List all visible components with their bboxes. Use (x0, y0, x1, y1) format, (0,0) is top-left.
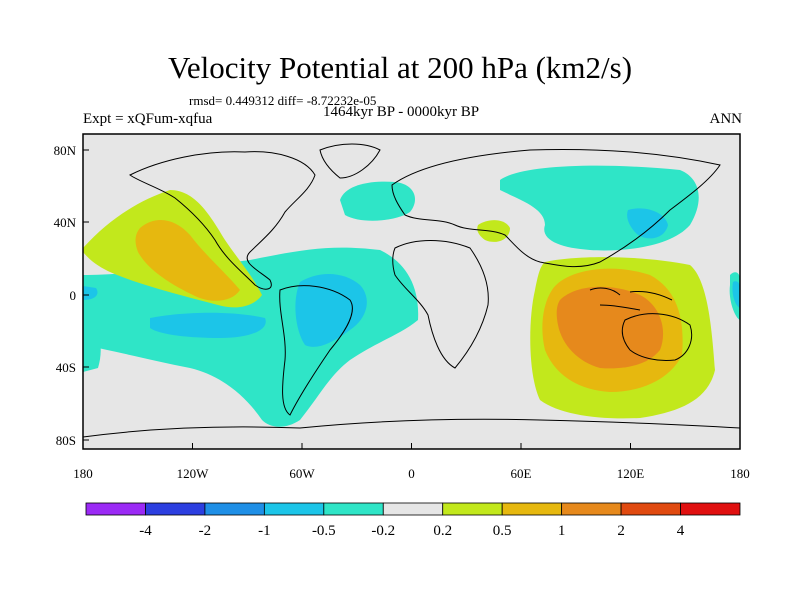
contour-strong-negative-west-edge (83, 286, 98, 300)
colorbar-swatch (323, 502, 384, 516)
contour-dark-orange-warm-pool (556, 286, 664, 369)
colorbar-swatch (263, 502, 325, 516)
rmsd-diff-label: rmsd= 0.449312 diff= -8.72232e-05 (189, 93, 377, 108)
coastline-south-america (279, 285, 353, 416)
colorbar-swatch (561, 502, 622, 516)
contour-strong-negative-south-america (295, 274, 367, 347)
lon-tick-label: 60W (289, 466, 315, 481)
experiment-label: Expt = xQFum-xqfua (83, 111, 213, 127)
contour-negative-atlantic-north (340, 181, 415, 221)
lon-tick-marks (82, 443, 741, 449)
colorbar-swatch (145, 502, 206, 516)
contour-strong-negative-east-edge (732, 281, 740, 308)
lon-tick-label: 120W (177, 466, 210, 481)
colorbar-label: -1 (258, 523, 271, 539)
colorbar-label: 1 (558, 523, 566, 539)
lon-tick-label: 120E (617, 466, 645, 481)
lat-tick-label: 40S (56, 360, 76, 375)
lon-tick-label: 180 (73, 466, 93, 481)
coastline-australia (621, 313, 693, 361)
lat-tick-label: 40N (54, 215, 77, 230)
colorbar-label: -2 (199, 523, 212, 539)
colorbar-swatch (204, 502, 265, 516)
coastline-greenland (319, 143, 381, 179)
contour-negative-west-edge (83, 310, 101, 372)
contour-strong-negative-east-pacific (150, 312, 266, 338)
lon-tick-label: 180 (730, 466, 750, 481)
lat-tick-label: 80S (56, 433, 76, 448)
coastlines (83, 143, 740, 438)
coastline-maritime-continent (589, 287, 673, 311)
coastline-antarctica (83, 418, 740, 438)
colorbar-label: -0.2 (371, 523, 395, 539)
contour-strong-negative-japan (627, 208, 668, 239)
colorbar-label: -4 (139, 523, 152, 539)
lat-tick-label: 0 (70, 288, 77, 303)
contour-fields (83, 165, 740, 427)
colorbar: -4 -2 -1 -0.5 -0.2 0.2 0.5 1 2 4 (85, 502, 741, 539)
colorbar-label: 4 (677, 523, 685, 539)
colorbar-label: 0.2 (433, 523, 452, 539)
colorbar-swatch (442, 502, 503, 516)
colorbar-swatch (501, 502, 563, 516)
colorbar-label: 0.5 (493, 523, 512, 539)
colorbar-swatch (85, 502, 146, 516)
coastline-eurasia (391, 149, 721, 268)
lat-tick-marks (83, 149, 89, 441)
lat-tick-label: 80N (54, 143, 77, 158)
colorbar-label: 2 (617, 523, 625, 539)
colorbar-swatch (680, 502, 741, 516)
season-label: ANN (709, 111, 743, 127)
map-title: Velocity Potential at 200 hPa (km2/s) (167, 50, 633, 85)
colorbar-swatch (620, 502, 681, 516)
contour-orange-ne-pacific (135, 219, 240, 301)
period-label: 1464kyr BP - 0000kyr BP (323, 104, 480, 120)
lon-tick-label: 60E (511, 466, 532, 481)
colorbar-label: -0.5 (312, 523, 336, 539)
colorbar-swatch (382, 502, 444, 516)
lon-tick-label: 0 (408, 466, 415, 481)
coastline-africa (392, 240, 489, 369)
coastline-north-america (129, 151, 316, 290)
contour-positive-arabia (477, 220, 510, 242)
